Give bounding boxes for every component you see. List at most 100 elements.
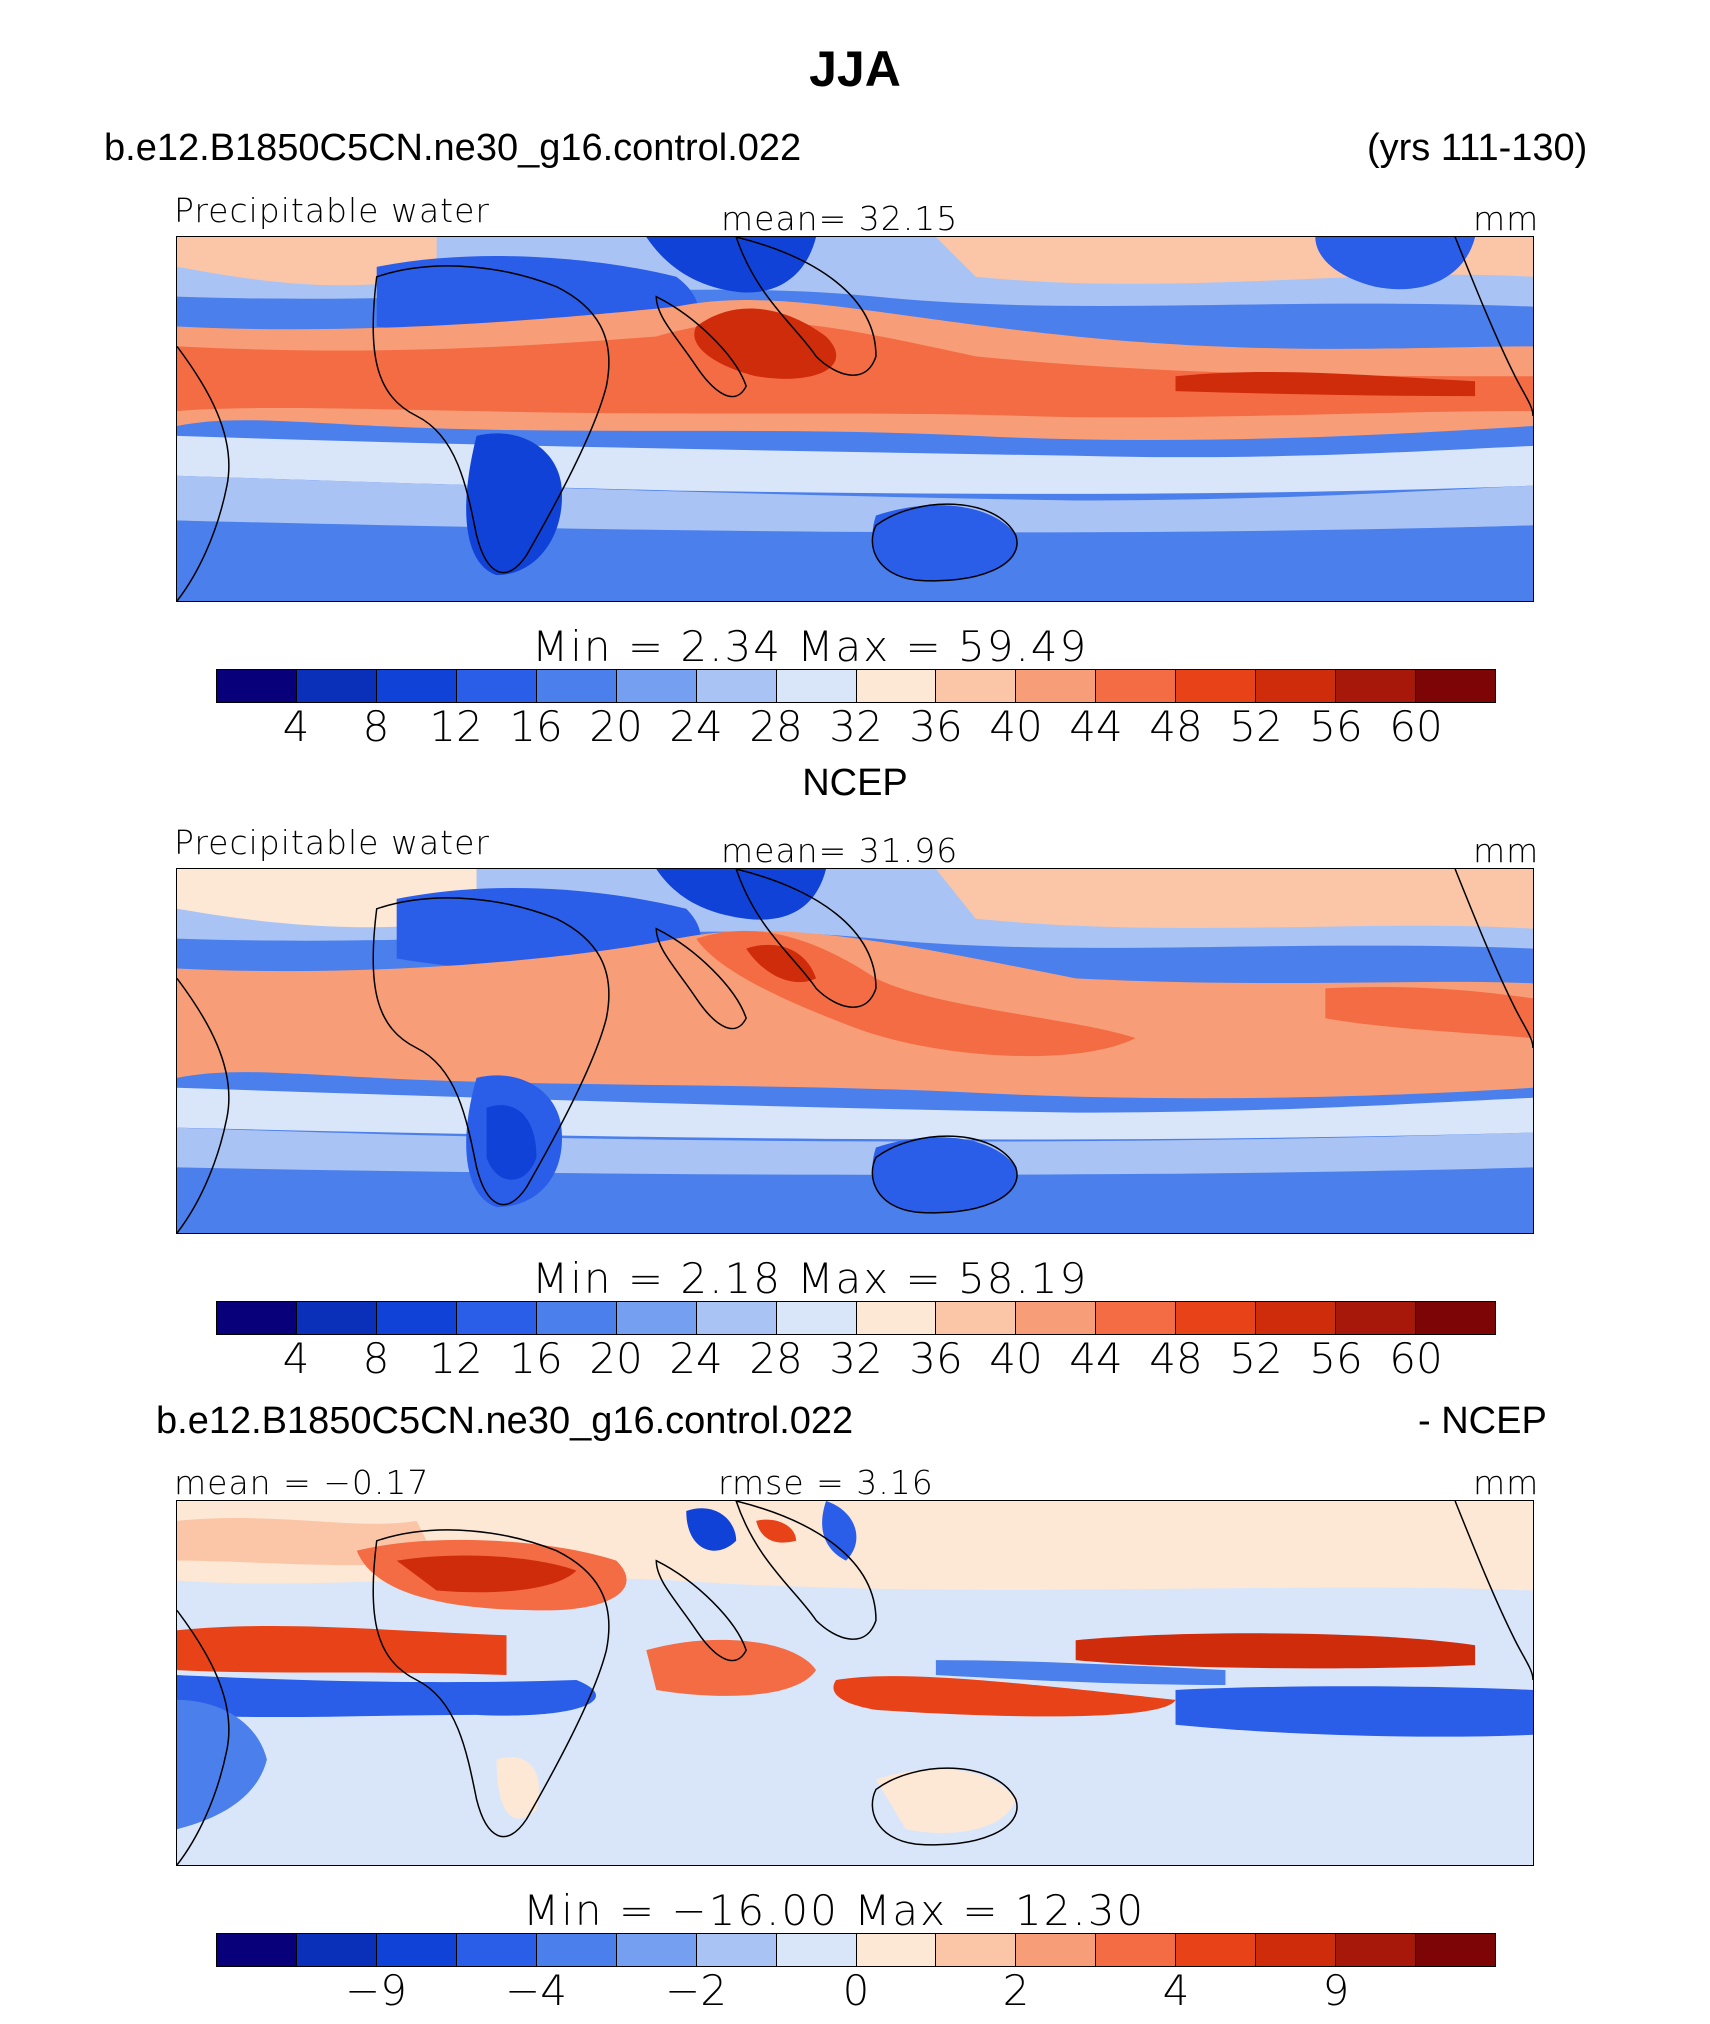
colorbar-swatch [616,670,697,702]
colorbar-tick-label: 60 [1389,702,1443,751]
colorbar-tick-label: 4 [282,1334,310,1383]
colorbar-tick-label: 8 [362,1334,390,1383]
panel1-colorbar-ticks: 4 8 12 16 20 24 28 32 36 40 44 48 52 56 … [216,702,1496,752]
colorbar-swatch [1096,1934,1177,1966]
colorbar-swatch [1256,1934,1337,1966]
colorbar-swatch [856,670,937,702]
colorbar-tick-label: 8 [362,702,390,751]
colorbar-tick-label: 60 [1389,1334,1443,1383]
colorbar-tick-label: 4 [1162,1966,1190,2015]
colorbar-swatch [1016,1302,1097,1334]
panel3-minus-ncep: - NCEP [1418,1400,1547,1442]
colorbar-swatch [376,1302,457,1334]
colorbar-tick-label: 48 [1149,1334,1203,1383]
panel2-colorbar [216,1301,1496,1335]
colorbar-tick-label: 16 [509,1334,563,1383]
colorbar-swatch [1096,670,1177,702]
colorbar-tick-label: 12 [429,1334,483,1383]
colorbar-swatch [856,1934,937,1966]
colorbar-swatch [1176,670,1257,702]
colorbar-tick-label: 24 [669,702,723,751]
colorbar-tick-label: 44 [1069,1334,1123,1383]
colorbar-swatch [776,1302,857,1334]
colorbar-tick-label: 16 [509,702,563,751]
colorbar-tick-label: 2 [1002,1966,1030,2015]
panel2-units: mm [1473,831,1540,870]
panel3-colorbar [216,1933,1496,1967]
colorbar-tick-label: 36 [909,702,963,751]
colorbar-swatch [696,670,777,702]
colorbar-swatch [456,1934,537,1966]
panel3-units: mm [1473,1463,1540,1502]
colorbar-swatch [536,1302,617,1334]
colorbar-swatch [1096,1302,1177,1334]
colorbar-tick-label: 12 [429,702,483,751]
colorbar-tick-label: 52 [1229,1334,1283,1383]
colorbar-tick-label: 32 [829,1334,883,1383]
panel3-rmse: rmse = 3.16 [718,1463,934,1502]
colorbar-swatch [1016,1934,1097,1966]
colorbar-tick-label: −9 [345,1966,407,2015]
colorbar-swatch [936,670,1017,702]
colorbar-swatch [376,1934,457,1966]
colorbar-swatch [1256,670,1337,702]
colorbar-tick-label: 36 [909,1334,963,1383]
colorbar-swatch [296,1934,377,1966]
figure-title: JJA [809,41,901,97]
colorbar-tick-label: 48 [1149,702,1203,751]
panel1-years: (yrs 111-130) [1367,127,1588,169]
panel2-colorbar-ticks: 4 8 12 16 20 24 28 32 36 40 44 48 52 56 … [216,1334,1496,1384]
colorbar-swatch [296,1302,377,1334]
colorbar-swatch [1176,1934,1257,1966]
colorbar-swatch [536,1934,617,1966]
colorbar-swatch [1336,1934,1417,1966]
colorbar-swatch [1416,1934,1495,1966]
panel3-colorbar-ticks: −9 −4 −2 0 2 4 9 [216,1966,1496,2016]
colorbar-swatch [1416,670,1495,702]
panel2-minmax: Min = 2.18 Max = 58.19 [532,1254,1089,1303]
colorbar-swatch [936,1302,1017,1334]
colorbar-swatch [456,670,537,702]
panel1-minmax: Min = 2.34 Max = 59.49 [532,622,1089,671]
colorbar-tick-label: 0 [842,1966,870,2015]
panel1-colorbar [216,669,1496,703]
colorbar-swatch [936,1934,1017,1966]
panel1-mean: mean= 32.15 [721,199,959,238]
colorbar-swatch [217,1302,297,1334]
panel2-title: NCEP [802,762,908,804]
colorbar-tick-label: 32 [829,702,883,751]
colorbar-tick-label: 4 [282,702,310,751]
panel3-case-name: b.e12.B1850C5CN.ne30_g16.control.022 [156,1400,854,1442]
colorbar-swatch [1416,1302,1495,1334]
colorbar-swatch [856,1302,937,1334]
colorbar-tick-label: 44 [1069,702,1123,751]
panel2-mean: mean= 31.96 [721,831,959,870]
panel1-units: mm [1473,199,1540,238]
colorbar-swatch [1336,1302,1417,1334]
colorbar-tick-label: 40 [989,702,1043,751]
colorbar-tick-label: 40 [989,1334,1043,1383]
panel3-mean: mean = −0.17 [174,1463,430,1502]
colorbar-swatch [217,1934,297,1966]
colorbar-tick-label: −2 [665,1966,727,2015]
panel1-map-model [176,236,1534,602]
panel1-case-name: b.e12.B1850C5CN.ne30_g16.control.022 [104,127,802,169]
colorbar-tick-label: 52 [1229,702,1283,751]
colorbar-swatch [296,670,377,702]
colorbar-swatch [616,1302,697,1334]
colorbar-swatch [776,670,857,702]
colorbar-swatch [776,1934,857,1966]
colorbar-tick-label: 28 [749,1334,803,1383]
panel2-map-ncep [176,868,1534,1234]
colorbar-tick-label: 56 [1309,702,1363,751]
colorbar-tick-label: 24 [669,1334,723,1383]
colorbar-swatch [1336,670,1417,702]
colorbar-tick-label: −4 [505,1966,567,2015]
colorbar-swatch [536,670,617,702]
colorbar-tick-label: 56 [1309,1334,1363,1383]
colorbar-tick-label: 20 [589,1334,643,1383]
panel1-variable-label: Precipitable water [174,191,490,230]
colorbar-swatch [456,1302,537,1334]
colorbar-swatch [696,1302,777,1334]
colorbar-swatch [1016,670,1097,702]
